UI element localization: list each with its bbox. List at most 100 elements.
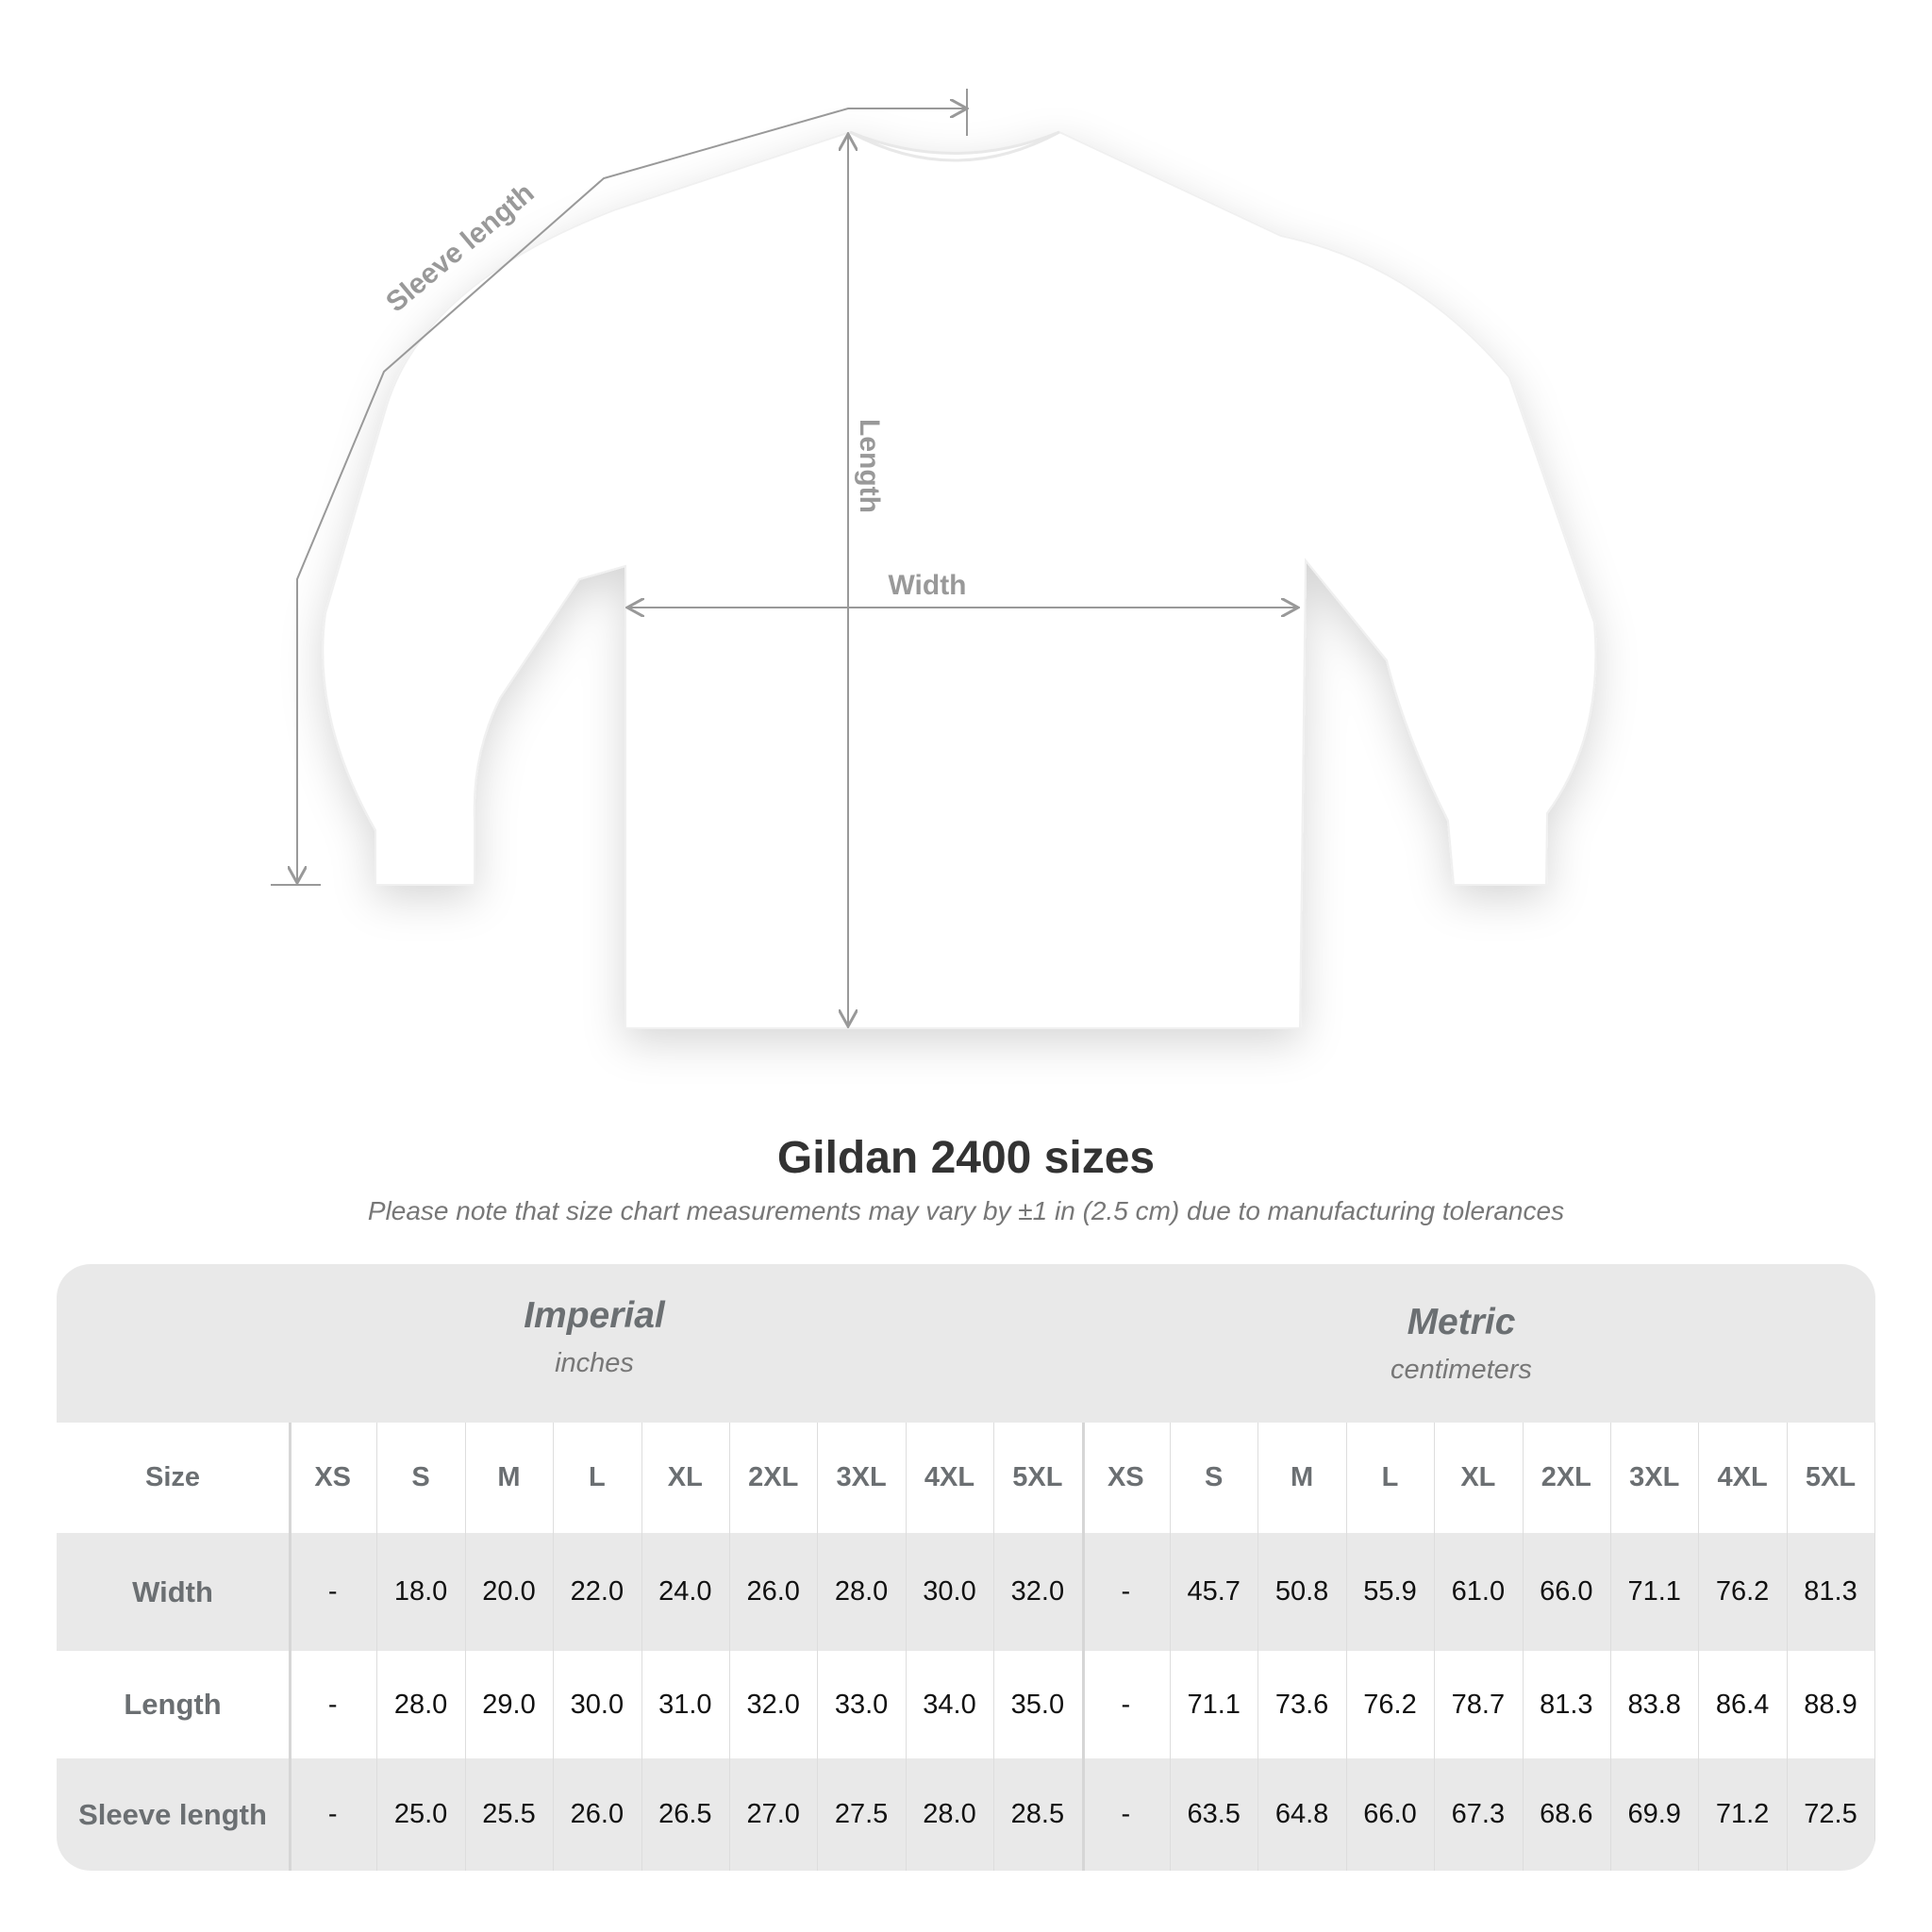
size-header-metric: XL [1460,1462,1496,1492]
table-cell-imperial: - [327,1799,338,1829]
size-header-imperial: 4XL [924,1462,975,1492]
table-cell-metric: 81.3 [1540,1689,1593,1720]
table-cell-metric: 63.5 [1187,1799,1241,1829]
table-cell-imperial: 28.5 [1010,1799,1065,1829]
table-cell-imperial: 20.0 [482,1576,536,1607]
table-cell-imperial: 26.0 [570,1799,625,1829]
size-header-imperial: 5XL [1012,1462,1063,1492]
column-divider [1345,1423,1347,1871]
table-cell-imperial: 28.0 [393,1689,448,1720]
table-cell-imperial: 26.0 [746,1576,800,1607]
column-divider [993,1423,995,1871]
table-cell-imperial: 35.0 [1010,1689,1065,1720]
table-cell-metric: 76.2 [1363,1689,1417,1720]
column-divider [1786,1423,1788,1871]
table-cell-imperial: 25.0 [393,1799,448,1829]
row-label: Length [124,1688,222,1721]
size-table: Imperial inches Metric centimeters Size X… [57,1264,1875,1871]
table-cell-metric: 72.5 [1804,1799,1857,1829]
page-title: Gildan 2400 sizes [776,1133,1156,1183]
column-divider [1257,1423,1259,1871]
table-cell-imperial: - [327,1576,338,1607]
table-cell-metric: 67.3 [1451,1799,1506,1829]
column-divider [1434,1423,1436,1871]
row-label: Sleeve length [78,1797,267,1831]
table-cell-metric: 66.0 [1540,1576,1593,1607]
size-header-metric: L [1381,1462,1399,1492]
tolerance-note: Please note that size chart measurements… [367,1196,1565,1225]
table-cell-metric: 81.3 [1804,1576,1857,1607]
shirt-diagram: Sleeve length Length Width [271,89,1597,1029]
size-header-imperial: M [497,1462,521,1492]
unit-header-band [57,1264,1875,1423]
table-cell-imperial: 26.5 [658,1799,712,1829]
row-band-sleeve [57,1758,1875,1871]
table-cell-imperial: 32.0 [1010,1576,1065,1607]
table-cell-imperial: 27.5 [834,1799,889,1829]
table-cell-imperial: 22.0 [570,1576,625,1607]
table-cell-imperial: 24.0 [658,1576,712,1607]
table-cell-metric: 45.7 [1187,1576,1241,1607]
size-header-imperial: XL [667,1462,703,1492]
width-label: Width [888,570,966,601]
table-cell-imperial: 30.0 [923,1576,976,1607]
column-divider [905,1423,907,1871]
size-header-metric: M [1291,1462,1314,1492]
table-cell-metric: 71.1 [1627,1576,1681,1607]
size-header-imperial: L [589,1462,606,1492]
column-divider [1610,1423,1611,1871]
table-cell-imperial: 31.0 [658,1689,712,1720]
table-cell-metric: 78.7 [1451,1689,1506,1720]
imperial-unit: inches [555,1348,634,1378]
table-cell-metric: 50.8 [1274,1576,1329,1607]
table-cell-metric: 83.8 [1627,1689,1681,1720]
size-header: Size [144,1462,201,1492]
table-cell-imperial: 18.0 [393,1576,448,1607]
metric-title: Metric [1407,1302,1516,1342]
table-cell-metric: 86.4 [1715,1689,1770,1720]
column-divider [1874,1423,1875,1871]
table-cell-metric: 55.9 [1363,1576,1417,1607]
table-cell-metric: 71.2 [1715,1799,1770,1829]
table-cell-metric: - [1121,1689,1131,1720]
size-header-metric: 4XL [1717,1462,1768,1492]
metric-header: Metric centimeters [1178,1302,1744,1386]
column-divider [464,1423,466,1871]
column-divider [641,1423,642,1871]
row-label: Width [132,1574,213,1608]
size-header-metric: 5XL [1805,1462,1857,1492]
table-cell-imperial: 27.0 [746,1799,800,1829]
table-cell-imperial: 28.0 [923,1799,976,1829]
size-header-imperial: XS [314,1462,352,1492]
size-header-metric: 2XL [1541,1462,1591,1492]
row-band-width [57,1533,1875,1651]
size-header-metric: XS [1107,1462,1144,1492]
column-divider [729,1423,730,1871]
table-cell-imperial: 25.5 [482,1799,536,1829]
table-cell-metric: - [1121,1799,1131,1829]
table-cell-metric: 61.0 [1451,1576,1506,1607]
table-cell-imperial: 28.0 [834,1576,889,1607]
column-divider [1698,1423,1700,1871]
table-cell-metric: 88.9 [1804,1689,1857,1720]
table-cell-metric: 66.0 [1363,1799,1417,1829]
table-cell-imperial: 32.0 [746,1689,800,1720]
table-cell-imperial: 33.0 [834,1689,889,1720]
length-label: Length [854,419,885,513]
column-divider [1170,1423,1171,1871]
size-header-imperial: 3XL [836,1462,887,1492]
table-cell-metric: 73.6 [1274,1689,1329,1720]
size-header-imperial: 2XL [748,1462,799,1492]
table-cell-metric: 71.1 [1187,1689,1241,1720]
table-cell-imperial: 30.0 [570,1689,625,1720]
size-header-imperial: S [411,1462,430,1492]
table-cell-metric: 64.8 [1274,1799,1329,1829]
column-divider [817,1423,819,1871]
column-divider [289,1423,291,1871]
table-cell-metric: - [1121,1576,1131,1607]
metric-unit: centimeters [1391,1355,1532,1385]
sleeve-measure-line [271,89,967,886]
table-cell-metric: 68.6 [1540,1799,1593,1829]
column-divider [1522,1423,1524,1871]
imperial-title: Imperial [524,1295,665,1336]
